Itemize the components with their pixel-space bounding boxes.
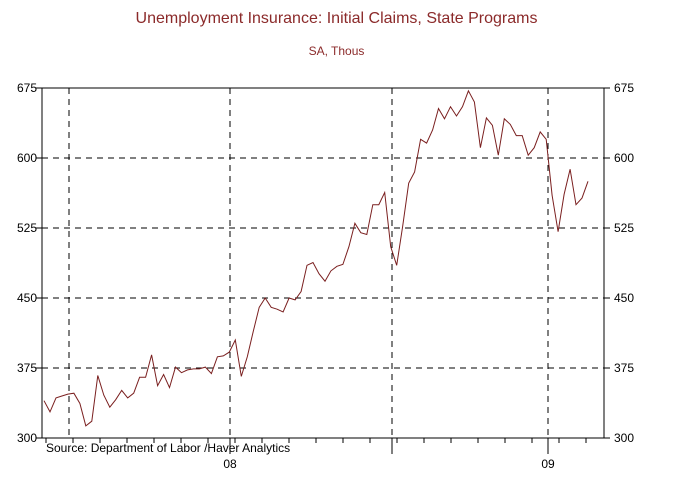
plot-frame xyxy=(41,87,605,439)
y-tick-label-right: 525 xyxy=(614,221,634,235)
series-line xyxy=(43,89,589,427)
gridlines xyxy=(42,87,604,438)
y-tick-label-left: 375 xyxy=(17,361,37,375)
chart-title: Unemployment Insurance: Initial Claims, … xyxy=(135,10,538,27)
y-tick-label-left: 525 xyxy=(17,221,37,235)
chart-subtitle: SA, Thous xyxy=(308,44,365,58)
axes xyxy=(36,87,610,454)
x-tick-label: 09 xyxy=(541,457,555,471)
y-tick-label-left: 600 xyxy=(17,151,37,165)
y-tick-label-right: 600 xyxy=(614,151,634,165)
y-tick-label-left: 450 xyxy=(17,291,37,305)
source-note: Source: Department of Labor /Haver Analy… xyxy=(46,441,291,455)
tick-labels: 675 675 600 600 525 525 450 450 375 375 300 300 08 09 xyxy=(17,81,634,471)
series-layer xyxy=(43,89,589,427)
y-tick-label-right: 375 xyxy=(614,361,634,375)
y-tick-label-left: 675 xyxy=(17,81,37,95)
y-tick-label-right: 300 xyxy=(614,431,634,445)
x-tick-label: 08 xyxy=(223,457,237,471)
y-tick-label-right: 675 xyxy=(614,81,634,95)
y-tick-label-right: 450 xyxy=(614,291,634,305)
y-tick-label-left: 300 xyxy=(17,431,37,445)
